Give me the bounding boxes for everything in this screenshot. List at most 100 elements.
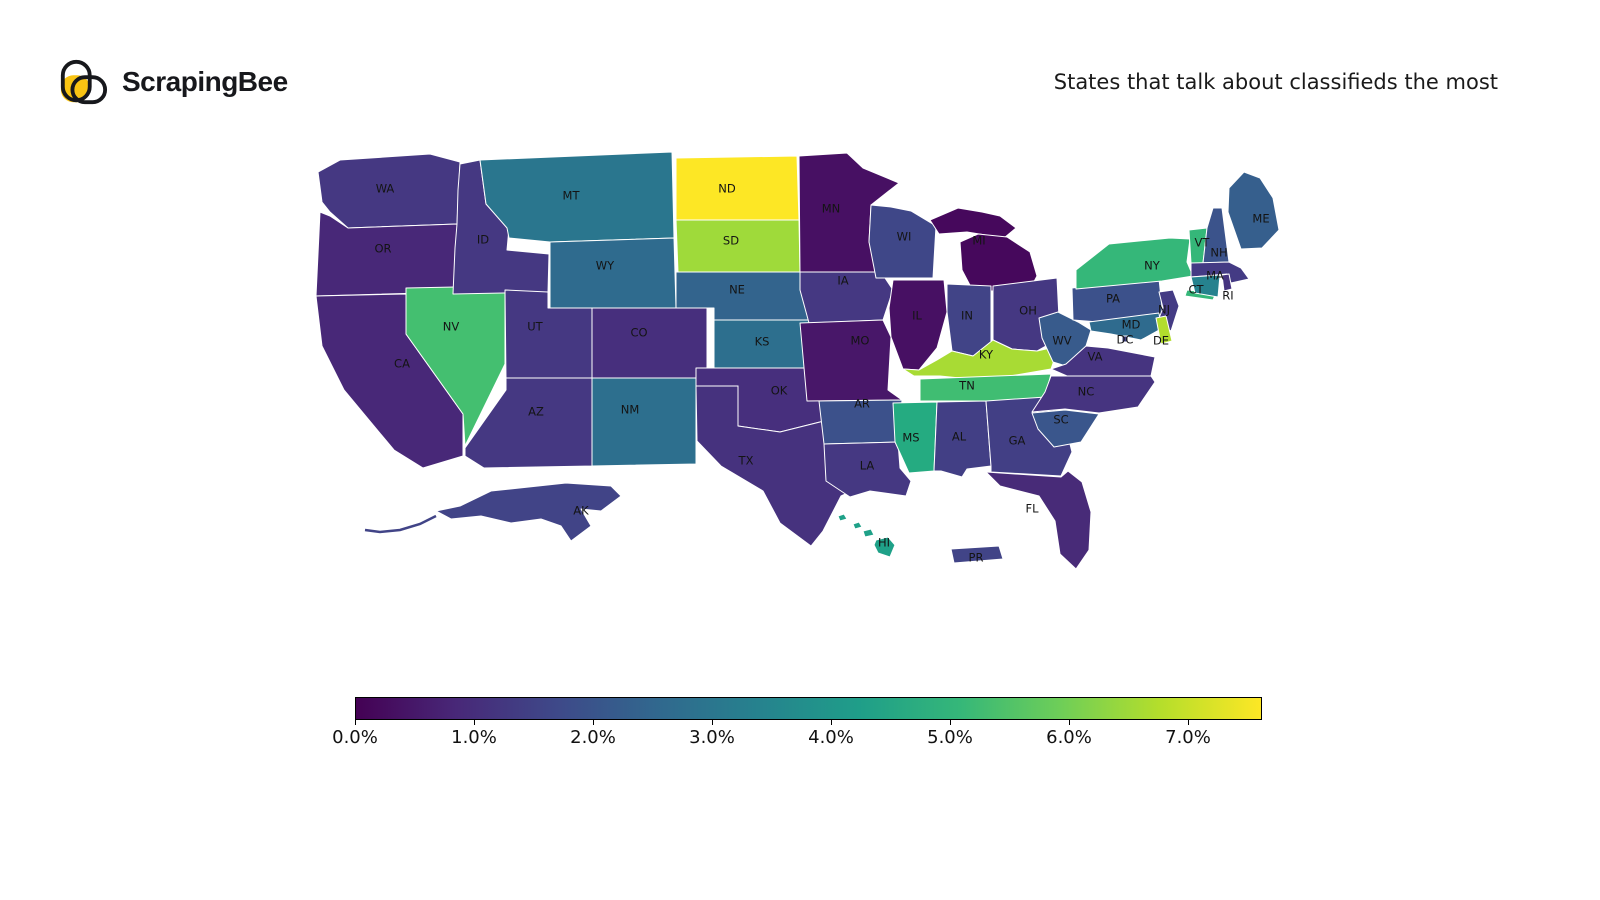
colorbar-tick (355, 720, 356, 725)
colorbar-tick-label: 7.0% (1165, 727, 1211, 748)
colorbar-tick (1069, 720, 1070, 725)
state-label-NY: NY (1144, 259, 1161, 273)
state-label-CO: CO (630, 326, 647, 340)
state-label-FL: FL (1025, 502, 1039, 516)
state-shape-ME (1227, 171, 1280, 250)
state-label-MT: MT (563, 189, 581, 203)
colorbar-tick (712, 720, 713, 725)
colorbar-tick-label: 1.0% (451, 727, 497, 748)
scrapingbee-logo: ScrapingBee (58, 58, 288, 106)
state-label-PR: PR (969, 551, 984, 565)
colorbar-tick-label: 5.0% (927, 727, 973, 748)
state-shape-SC (1031, 409, 1100, 448)
state-shape-TN (919, 373, 1052, 402)
state-label-NV: NV (443, 320, 460, 334)
us-map-svg: WA OR CA NV ID MT WY UT CO AZ NM ND SD NE KS OK TX MN IA MO… (315, 151, 1280, 570)
state-label-AR: AR (854, 397, 870, 411)
state-shape-MO (799, 319, 903, 402)
state-label-NM: NM (621, 403, 640, 417)
state-label-NJ: NJ (1158, 303, 1170, 317)
state-label-MN: MN (822, 202, 841, 216)
state-shape-AK-tail (364, 514, 437, 534)
state-label-MS: MS (902, 431, 919, 445)
state-label-VA: VA (1088, 350, 1103, 364)
state-label-ND: ND (718, 182, 736, 196)
state-label-SD: SD (723, 234, 739, 248)
state-label-WV: WV (1052, 334, 1071, 348)
state-label-MO: MO (851, 334, 870, 348)
state-label-SC: SC (1053, 413, 1068, 427)
state-shape-HI-2 (862, 528, 875, 538)
state-shape-MI-1 (959, 233, 1038, 292)
state-shape-AK (435, 482, 622, 542)
state-label-HI: HI (878, 536, 890, 550)
state-label-ID: ID (477, 233, 489, 247)
colorbar-tick-label: 4.0% (808, 727, 854, 748)
state-shape-CT (1190, 274, 1221, 298)
state-label-DE: DE (1153, 334, 1169, 348)
state-label-WY: WY (596, 259, 615, 273)
state-label-OK: OK (771, 384, 788, 398)
colorbar-tick-label: 3.0% (689, 727, 735, 748)
state-label-RI: RI (1222, 289, 1233, 303)
state-label-TX: TX (738, 454, 754, 468)
state-shape-MT (479, 151, 675, 243)
state-label-AK: AK (573, 504, 589, 518)
state-label-IN: IN (961, 309, 973, 323)
colorbar-tick (831, 720, 832, 725)
state-shape-MI (929, 207, 1017, 239)
state-label-UT: UT (527, 320, 543, 334)
colorbar-axis: 0.0% 1.0% 2.0% 3.0% 4.0% 5.0% 6.0% 7.0% (332, 720, 1262, 754)
state-label-OR: OR (374, 242, 391, 256)
colorbar-tick (593, 720, 594, 725)
state-label-OH: OH (1019, 304, 1037, 318)
state-shape-CO (591, 307, 708, 379)
state-shape-NC (1031, 375, 1156, 414)
state-shape-HI (837, 513, 848, 522)
state-shape-NM (591, 377, 697, 467)
chart-title: States that talk about classifieds the m… (1053, 70, 1498, 94)
state-label-KY: KY (979, 348, 994, 362)
state-shape-DE (1155, 315, 1173, 345)
state-shape-NH (1202, 207, 1230, 264)
state-shape-KY (902, 339, 1060, 380)
state-label-NC: NC (1078, 385, 1095, 399)
state-label-NH: NH (1210, 246, 1227, 260)
colorbar-tick-label: 2.0% (570, 727, 616, 748)
state-label-WA: WA (376, 182, 395, 196)
state-label-AZ: AZ (528, 405, 544, 419)
state-label-NE: NE (729, 283, 745, 297)
state-label-AL: AL (952, 430, 967, 444)
state-shape-MD (1088, 312, 1162, 341)
scrapingbee-bee-icon (60, 59, 108, 105)
colorbar-tick (1188, 720, 1189, 725)
state-label-LA: LA (860, 459, 875, 473)
state-shape-IL (888, 279, 948, 371)
colorbar-tick-label: 0.0% (332, 727, 378, 748)
state-shape-MS (892, 401, 938, 474)
state-label-CA: CA (394, 357, 410, 371)
state-shape-FL (985, 470, 1092, 570)
state-label-ME: ME (1252, 212, 1269, 226)
state-label-KS: KS (755, 335, 770, 349)
state-label-CT: CT (1188, 283, 1204, 297)
state-label-MI: MI (972, 234, 985, 248)
colorbar-gradient (355, 697, 1262, 720)
state-label-GA: GA (1009, 434, 1026, 448)
colorbar-tick (950, 720, 951, 725)
state-label-VT: VT (1195, 236, 1211, 250)
state-label-WI: WI (897, 230, 912, 244)
state-label-PA: PA (1106, 292, 1120, 306)
state-shape-HI-3 (873, 536, 896, 558)
state-shape-PR (950, 545, 1004, 564)
state-shape-ND (675, 155, 800, 221)
state-shape-HI-1 (852, 521, 863, 530)
state-shape-NY (1075, 237, 1194, 290)
state-label-IL: IL (912, 309, 922, 323)
state-label-MA: MA (1206, 269, 1224, 283)
state-shape-DC (1121, 335, 1129, 343)
colorbar-tick (474, 720, 475, 725)
state-shape-RI (1221, 273, 1233, 292)
state-label-DC: DC (1117, 333, 1134, 347)
us-choropleth-map: WA OR CA NV ID MT WY UT CO AZ NM ND SD NE KS OK TX MN IA MO… (310, 150, 1310, 590)
